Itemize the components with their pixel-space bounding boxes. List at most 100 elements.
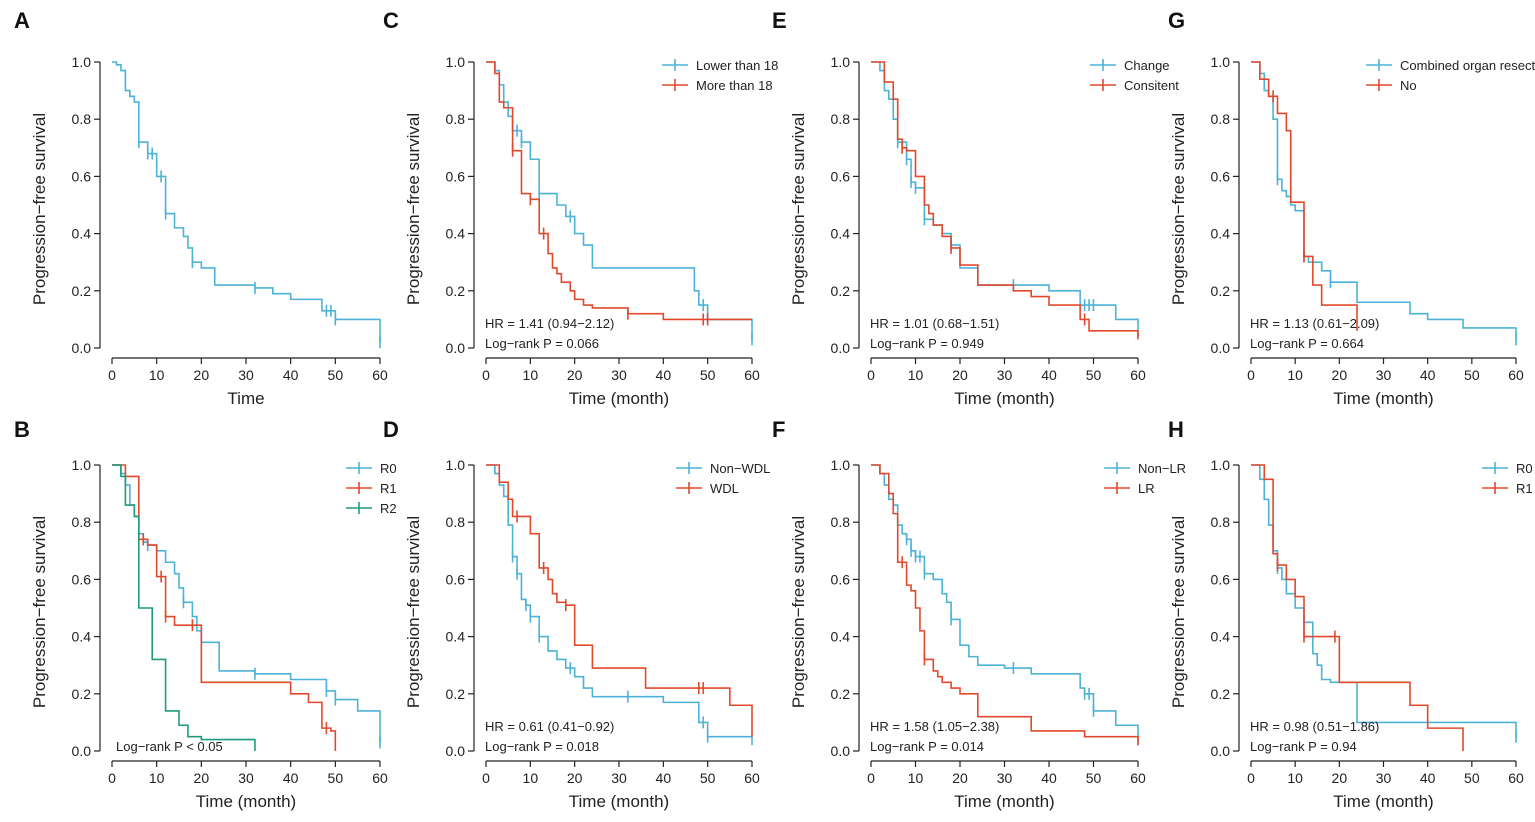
y-tick-label: 1.0 xyxy=(1211,54,1231,70)
y-tick-label: 0.4 xyxy=(446,226,466,242)
y-axis-title: Progression−free survival xyxy=(404,113,423,305)
x-tick-label: 40 xyxy=(1041,367,1057,383)
x-tick-label: 60 xyxy=(744,367,760,383)
y-tick-label: 0.8 xyxy=(72,111,92,127)
panel-letter: A xyxy=(14,8,30,33)
x-axis-title: Time (month) xyxy=(954,792,1054,811)
y-tick-label: 0.6 xyxy=(72,571,92,587)
y-tick-label: 0.6 xyxy=(1211,168,1231,184)
y-tick-label: 0.2 xyxy=(831,283,851,299)
y-tick-label: 0.4 xyxy=(831,629,851,645)
y-tick-label: 0.8 xyxy=(831,111,851,127)
logrank-annotation: Log−rank P < 0.05 xyxy=(116,739,223,754)
x-tick-label: 30 xyxy=(611,770,627,786)
x-tick-label: 20 xyxy=(194,770,210,786)
y-tick-label: 0.0 xyxy=(72,340,92,356)
x-tick-label: 50 xyxy=(1086,770,1102,786)
x-axis-title: Time (month) xyxy=(569,389,669,408)
y-tick-label: 0.8 xyxy=(1211,111,1231,127)
hr-annotation: HR = 1.01 (0.68−1.51) xyxy=(870,316,999,331)
km-panel-g: G 0 10 20 30 40 50 60 0.0 0.2 0.4 0.6 0.8 1.0 Time (mo… xyxy=(1168,8,1535,408)
km-curve-wdl xyxy=(486,464,753,737)
y-tick-label: 0.8 xyxy=(72,514,92,530)
y-tick-label: 0.0 xyxy=(831,743,851,759)
legend-label: R0 xyxy=(1516,461,1533,476)
y-tick-label: 0.6 xyxy=(1211,571,1231,587)
x-tick-label: 10 xyxy=(523,770,539,786)
y-tick-label: 0.0 xyxy=(831,340,851,356)
logrank-annotation: Log−rank P = 0.949 xyxy=(870,336,984,351)
km-curve-r1 xyxy=(112,464,337,751)
y-tick-label: 0.2 xyxy=(1211,283,1231,299)
x-tick-label: 50 xyxy=(1464,367,1480,383)
x-tick-label: 0 xyxy=(867,367,875,383)
x-tick-label: 20 xyxy=(952,770,968,786)
legend-label: Combined organ resection xyxy=(1400,58,1535,73)
panel-letter: H xyxy=(1168,417,1184,442)
x-tick-label: 0 xyxy=(482,770,490,786)
x-tick-label: 30 xyxy=(611,367,627,383)
x-tick-label: 60 xyxy=(744,770,760,786)
x-tick-label: 0 xyxy=(108,367,116,383)
y-tick-label: 0.4 xyxy=(1211,226,1231,242)
x-tick-label: 0 xyxy=(1247,367,1255,383)
km-curve-r1 xyxy=(1251,464,1464,751)
y-tick-label: 0.8 xyxy=(1211,514,1231,530)
logrank-annotation: Log−rank P = 0.014 xyxy=(870,739,984,754)
panel-letter: G xyxy=(1168,8,1185,33)
km-curve-non-lr xyxy=(871,464,1139,746)
y-tick-label: 0.4 xyxy=(1211,629,1231,645)
y-tick-label: 1.0 xyxy=(446,457,466,473)
x-tick-label: 0 xyxy=(867,770,875,786)
x-tick-label: 20 xyxy=(1332,770,1348,786)
x-tick-label: 20 xyxy=(1332,367,1348,383)
legend-label: R0 xyxy=(380,461,397,476)
y-tick-label: 0.4 xyxy=(446,629,466,645)
km-curve-r0 xyxy=(1251,464,1517,737)
panel-letter: F xyxy=(772,417,785,442)
km-panel-d: D 0 10 20 30 40 50 60 0.0 0.2 0.4 0.6 0.8 1.0 Time (mo… xyxy=(383,417,770,811)
x-tick-label: 0 xyxy=(1247,770,1255,786)
y-tick-label: 0.6 xyxy=(72,168,92,184)
km-curve-change xyxy=(871,61,1139,337)
x-axis-title: Time (month) xyxy=(196,792,296,811)
y-axis-title: Progression−free survival xyxy=(789,516,808,708)
y-tick-label: 0.2 xyxy=(446,686,466,702)
km-panel-a: A 0 10 20 30 40 50 60 0.0 0.2 0.4 0.6 0.8 1.0 Time Prog… xyxy=(14,8,388,408)
x-tick-label: 0 xyxy=(108,770,116,786)
logrank-annotation: Log−rank P = 0.066 xyxy=(485,336,599,351)
km-panel-f: F 0 10 20 30 40 50 60 0.0 0.2 0.4 0.6 0.8 1.0 Time (mo… xyxy=(772,417,1186,811)
x-tick-label: 20 xyxy=(952,367,968,383)
logrank-annotation: Log−rank P = 0.664 xyxy=(1250,336,1364,351)
y-tick-label: 0.2 xyxy=(72,283,92,299)
logrank-annotation: Log−rank P = 0.018 xyxy=(485,739,599,754)
x-tick-label: 50 xyxy=(1086,367,1102,383)
y-tick-label: 1.0 xyxy=(446,54,466,70)
y-axis-title: Progression−free survival xyxy=(30,516,49,708)
legend-label: No xyxy=(1400,78,1417,93)
km-panel-e: E 0 10 20 30 40 50 60 0.0 0.2 0.4 0.6 0.8 1.0 Time (mo… xyxy=(772,8,1179,408)
y-tick-label: 0.0 xyxy=(1211,340,1231,356)
x-tick-label: 40 xyxy=(1041,770,1057,786)
y-axis-title: Progression−free survival xyxy=(30,113,49,305)
x-tick-label: 10 xyxy=(1287,770,1303,786)
x-tick-label: 40 xyxy=(1420,770,1436,786)
km-panel-b: B 0 10 20 30 40 50 60 0.0 0.2 0.4 0.6 0.8 1.0 Time (mo… xyxy=(14,417,397,811)
x-tick-label: 40 xyxy=(283,367,299,383)
y-tick-label: 1.0 xyxy=(72,54,92,70)
x-tick-label: 10 xyxy=(908,770,924,786)
x-tick-label: 50 xyxy=(328,367,344,383)
legend-label: Lower than 18 xyxy=(696,58,778,73)
x-tick-label: 0 xyxy=(482,367,490,383)
y-tick-label: 0.8 xyxy=(446,514,466,530)
x-tick-label: 40 xyxy=(1420,367,1436,383)
y-tick-label: 0.0 xyxy=(446,743,466,759)
x-tick-label: 30 xyxy=(997,770,1013,786)
y-tick-label: 0.6 xyxy=(446,168,466,184)
y-axis-title: Progression−free survival xyxy=(789,113,808,305)
km-panel-c: C 0 10 20 30 40 50 60 0.0 0.2 0.4 0.6 0.8 1.0 Time (mo… xyxy=(383,8,778,408)
x-tick-label: 10 xyxy=(523,367,539,383)
hr-annotation: HR = 1.13 (0.61−2.09) xyxy=(1250,316,1379,331)
km-curve-more-than-18 xyxy=(486,61,752,321)
